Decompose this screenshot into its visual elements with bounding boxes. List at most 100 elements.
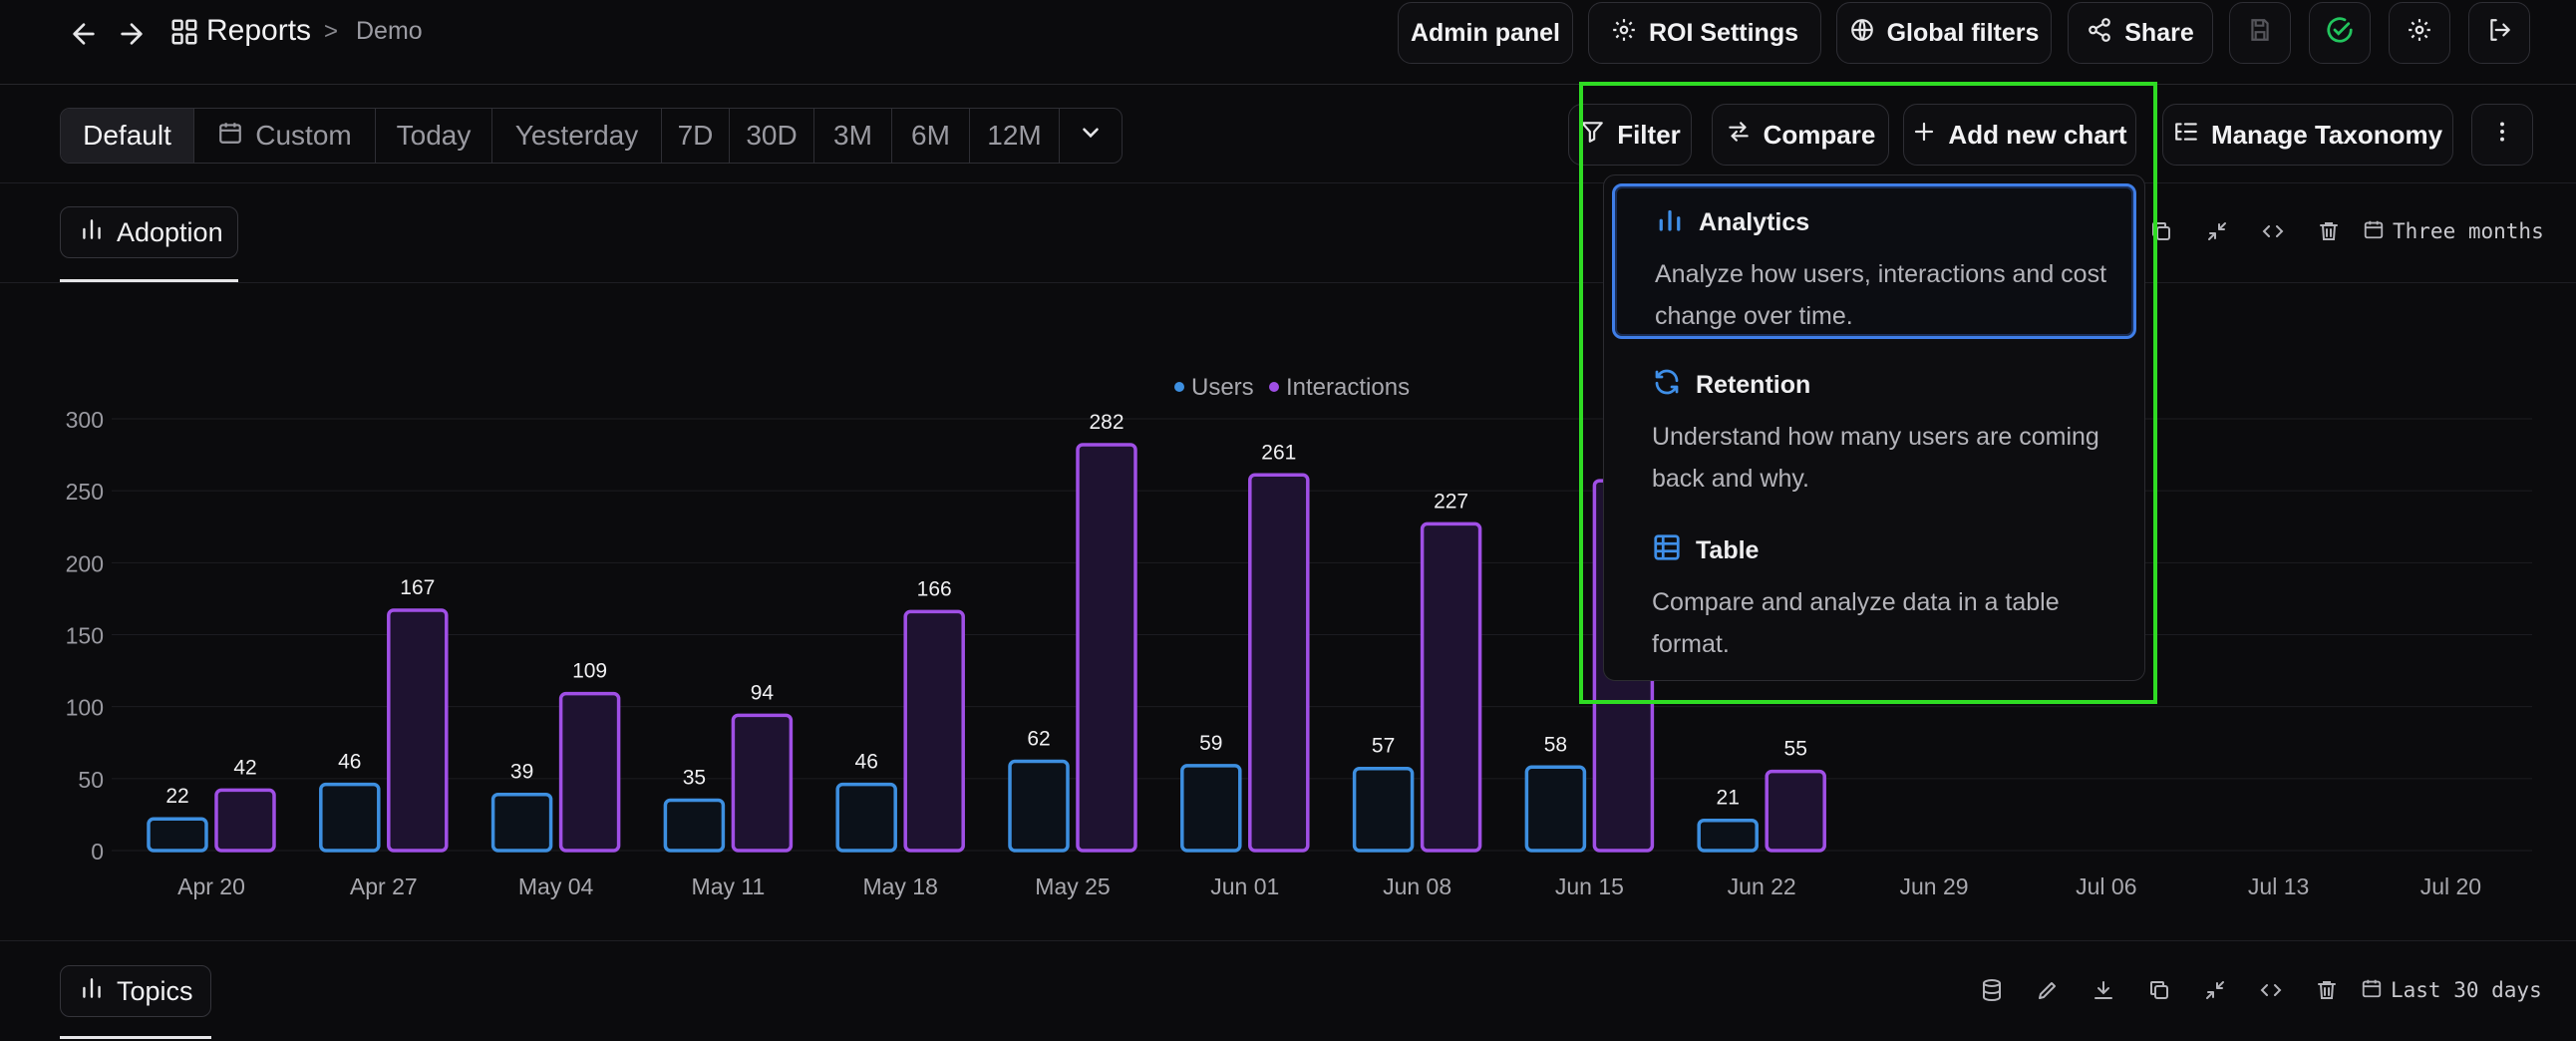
add-new-chart-label: Add new chart [1948, 119, 2127, 150]
bar-interactions [558, 691, 621, 853]
range-7d[interactable]: 7D [662, 109, 730, 163]
logout-button[interactable] [2468, 2, 2530, 64]
bar-users [490, 792, 553, 853]
range-12m[interactable]: 12M [970, 109, 1060, 163]
chart-type-description: Analyze how users, interactions and cost… [1655, 260, 2107, 330]
chart-type-title: Table [1696, 536, 1760, 564]
range-3m[interactable]: 3M [814, 109, 892, 163]
chart-type-title: Analytics [1699, 208, 1810, 236]
range-custom[interactable]: Custom [194, 109, 376, 163]
save-icon [2247, 17, 2273, 50]
minimize-icon[interactable] [2187, 970, 2243, 1010]
bar-interactions [1248, 473, 1310, 853]
dashboard-icon [169, 17, 199, 52]
x-tick-label: May 25 [1035, 873, 1110, 899]
more-options-button[interactable] [2471, 104, 2533, 166]
globe-icon [1849, 17, 1875, 50]
calendar-icon [217, 120, 243, 153]
data-label: 42 [233, 756, 256, 779]
trash-icon[interactable] [2301, 211, 2357, 251]
bar-interactions [1420, 521, 1482, 853]
minimize-icon[interactable] [2189, 211, 2245, 251]
code-icon[interactable] [2243, 970, 2299, 1010]
data-label: 109 [572, 660, 607, 683]
share-icon [2087, 17, 2112, 50]
data-label: 22 [165, 785, 188, 808]
legend-dot-users [1174, 382, 1184, 392]
chart-type-analytics[interactable]: Analytics Analyze how users, interaction… [1612, 183, 2136, 339]
topics-chart-actions: Last 30 days [1964, 970, 2542, 1010]
manage-taxonomy-button[interactable]: Manage Taxonomy [2162, 104, 2453, 166]
data-label: 94 [751, 681, 775, 704]
y-tick-label: 0 [91, 839, 104, 865]
copy-icon[interactable] [2131, 970, 2187, 1010]
back-arrow-icon[interactable] [64, 14, 104, 54]
top-bar: Reports > Demo Admin panel ROI Settings … [0, 0, 2576, 85]
range-6m[interactable]: 6M [892, 109, 970, 163]
global-filters-button[interactable]: Global filters [1836, 2, 2052, 64]
trash-icon[interactable] [2299, 970, 2355, 1010]
gear-icon [2407, 17, 2432, 50]
tab-topics[interactable]: Topics [60, 965, 211, 1017]
x-tick-label: Jun 15 [1555, 873, 1624, 899]
adoption-range-label[interactable]: Three months [2363, 218, 2544, 245]
tab-topics-label: Topics [117, 975, 193, 1006]
add-chart-dropdown: Analytics Analyze how users, interaction… [1603, 174, 2145, 681]
database-icon[interactable] [1964, 970, 2020, 1010]
y-tick-label: 50 [78, 767, 104, 793]
code-icon[interactable] [2245, 211, 2301, 251]
refresh-icon [1652, 367, 1682, 404]
adoption-chart: Users Interactions 0 50 100 150 200 250 300 22 4… [66, 374, 2532, 899]
data-label: 55 [1784, 738, 1807, 761]
filter-label: Filter [1617, 119, 1681, 150]
manage-taxonomy-label: Manage Taxonomy [2210, 119, 2443, 150]
topics-range-label[interactable]: Last 30 days [2361, 977, 2542, 1004]
check-circle-icon [2325, 15, 2355, 52]
save-button[interactable] [2229, 2, 2291, 64]
settings-button[interactable] [2389, 2, 2450, 64]
global-filters-label: Global filters [1886, 18, 2040, 47]
data-label: 57 [1372, 735, 1395, 758]
calendar-icon [2363, 218, 2385, 245]
roi-settings-button[interactable]: ROI Settings [1588, 2, 1821, 64]
bar-users [147, 817, 208, 853]
range-yesterday[interactable]: Yesterday [492, 109, 662, 163]
range-today[interactable]: Today [376, 109, 492, 163]
share-button[interactable]: Share [2068, 2, 2213, 64]
bar-interactions [1076, 443, 1137, 853]
download-icon[interactable] [2076, 970, 2131, 1010]
data-label: 166 [917, 577, 952, 600]
x-tick-label: Jun 22 [1728, 873, 1796, 899]
admin-panel-button[interactable]: Admin panel [1398, 2, 1573, 64]
tab-adoption[interactable]: Adoption [60, 206, 238, 258]
logout-icon [2486, 17, 2512, 50]
range-more-dropdown[interactable] [1060, 109, 1122, 163]
chart-type-table[interactable]: Table Compare and analyze data in a tabl… [1612, 515, 2136, 670]
bar-interactions [387, 608, 449, 853]
range-30d[interactable]: 30D [730, 109, 814, 163]
breadcrumb-demo[interactable]: Demo [356, 17, 423, 45]
breadcrumb-reports[interactable]: Reports [206, 14, 312, 47]
compare-button[interactable]: Compare [1712, 104, 1889, 166]
chart-legend: Users Interactions [1174, 374, 1410, 401]
sync-status-button[interactable] [2309, 2, 2371, 64]
tab-topics-underline [60, 1036, 211, 1039]
x-tick-label: Jul 20 [2420, 873, 2481, 899]
range-default[interactable]: Default [61, 109, 194, 163]
add-new-chart-button[interactable]: Add new chart [1903, 104, 2136, 166]
section-divider [0, 940, 2576, 941]
share-label: Share [2124, 18, 2194, 47]
filter-button[interactable]: Filter [1568, 104, 1692, 166]
compare-icon [1726, 119, 1752, 152]
chart-type-retention[interactable]: Retention Understand how many users are … [1612, 349, 2136, 505]
bar-users [663, 798, 726, 853]
bar-chart-icon [79, 975, 105, 1008]
pencil-icon[interactable] [2020, 970, 2076, 1010]
chevron-down-icon [1078, 120, 1104, 153]
chart-type-description: Understand how many users are coming bac… [1652, 423, 2099, 493]
bar-interactions [903, 609, 965, 853]
calendar-icon [2361, 977, 2383, 1004]
forward-arrow-icon[interactable] [112, 14, 152, 54]
data-label: 282 [1089, 411, 1124, 434]
bar-users [1697, 818, 1759, 853]
